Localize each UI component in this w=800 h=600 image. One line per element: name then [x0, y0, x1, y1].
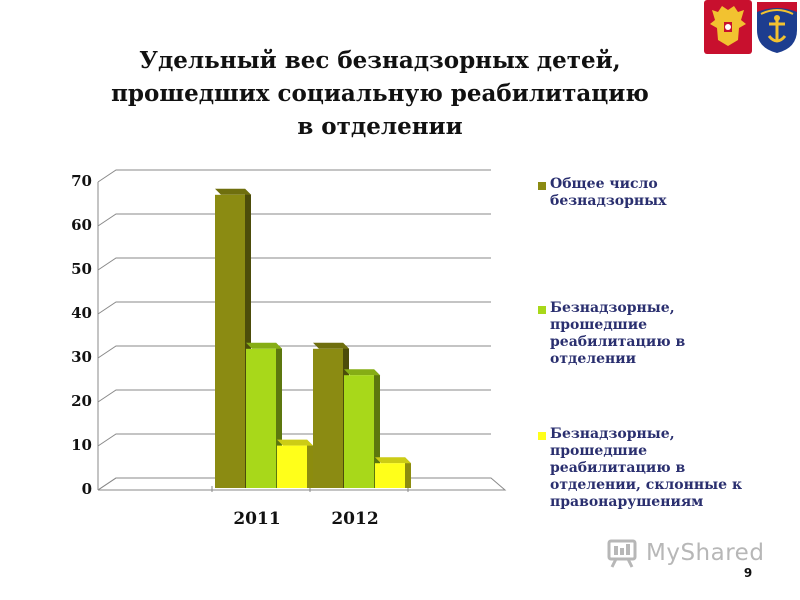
legend-swatch	[538, 182, 546, 190]
murmansk-oblast-coat-of-arms-icon	[757, 2, 797, 53]
gridline	[97, 213, 491, 227]
y-tick-label: 0	[82, 480, 92, 498]
title-line: прошедших социальную реабилитацию	[111, 80, 649, 107]
watermark-logo-icon	[607, 539, 637, 568]
russia-coat-of-arms-icon	[704, 0, 752, 54]
bar	[277, 439, 313, 488]
legend-swatch	[538, 432, 546, 440]
legend-item: Безнадзорные, прошедшие реабилитацию в о…	[538, 300, 768, 368]
y-tick-label: 30	[71, 348, 92, 366]
bar	[375, 457, 411, 488]
gridline	[97, 301, 491, 315]
bar	[246, 342, 282, 488]
gridline	[97, 345, 491, 359]
bar	[313, 342, 349, 488]
bar	[215, 188, 251, 489]
y-tick-labels: 0 10 20 30 40 50 60 70	[71, 172, 92, 498]
x-category-label: 2011	[233, 509, 280, 529]
title-line: Удельный вес безнадзорных детей,	[139, 47, 621, 74]
chart-floor	[97, 477, 507, 491]
chart-title: Удельный вес безнадзорных детей, прошедш…	[60, 44, 700, 143]
gridline	[97, 169, 491, 183]
x-category-labels: 2011 2012	[233, 509, 378, 529]
legend-item: Общее число безнадзорных	[538, 176, 768, 210]
y-tick-label: 10	[71, 436, 92, 454]
y-tick-label: 60	[71, 216, 92, 234]
legend-swatch	[538, 306, 546, 314]
y-tick-label: 40	[71, 304, 92, 322]
legend-label: Безнадзорные, прошедшие реабилитацию в о…	[550, 426, 743, 510]
gridline	[97, 389, 491, 403]
legend-label: Общее число безнадзорных	[550, 176, 667, 209]
watermark-text: MyShared	[646, 540, 765, 566]
gridline	[97, 257, 491, 271]
watermark: MyShared	[606, 537, 764, 569]
y-tick-label: 20	[71, 392, 92, 410]
legend-item: Безнадзорные, прошедшие реабилитацию в о…	[538, 426, 768, 511]
y-tick-label: 70	[71, 172, 92, 190]
title-line: в отделении	[297, 113, 463, 140]
x-category-label: 2012	[331, 509, 378, 529]
y-tick-label: 50	[71, 260, 92, 278]
bars	[215, 188, 411, 489]
page-number: 9	[743, 566, 753, 580]
bar	[344, 369, 380, 488]
legend-label: Безнадзорные, прошедшие реабилитацию в о…	[550, 300, 686, 367]
